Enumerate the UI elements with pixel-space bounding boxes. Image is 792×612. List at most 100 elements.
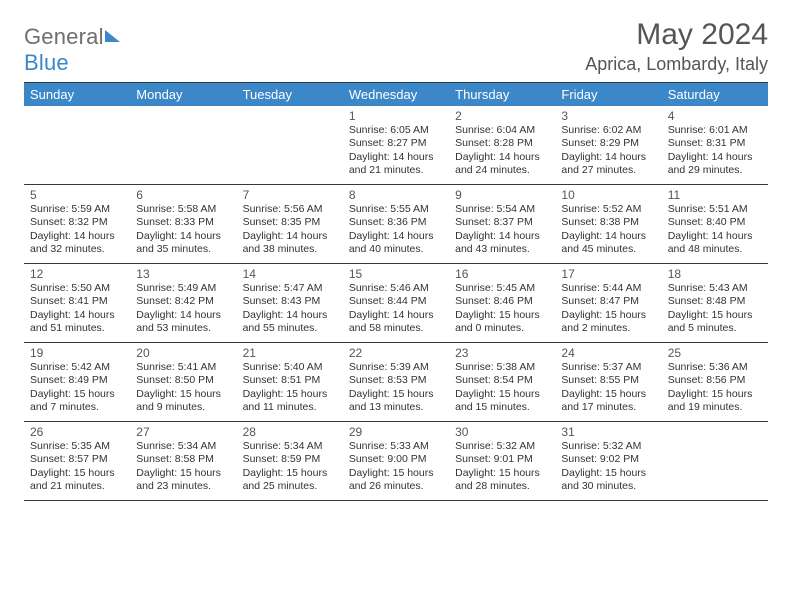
day-detail: Sunrise: 5:46 AMSunset: 8:44 PMDaylight:… — [349, 282, 443, 336]
day-number: 15 — [349, 267, 443, 281]
day-detail: Sunrise: 5:41 AMSunset: 8:50 PMDaylight:… — [136, 361, 230, 415]
calendar-cell: 31Sunrise: 5:32 AMSunset: 9:02 PMDayligh… — [555, 422, 661, 500]
day-detail: Sunrise: 5:52 AMSunset: 8:38 PMDaylight:… — [561, 203, 655, 257]
calendar-cell: 22Sunrise: 5:39 AMSunset: 8:53 PMDayligh… — [343, 343, 449, 421]
day-detail: Sunrise: 5:45 AMSunset: 8:46 PMDaylight:… — [455, 282, 549, 336]
calendar-row: 5Sunrise: 5:59 AMSunset: 8:32 PMDaylight… — [24, 185, 768, 264]
day-number: 6 — [136, 188, 230, 202]
day-detail: Sunrise: 5:34 AMSunset: 8:59 PMDaylight:… — [243, 440, 337, 494]
day-number: 4 — [668, 109, 762, 123]
day-header: Friday — [555, 83, 661, 106]
day-detail: Sunrise: 5:40 AMSunset: 8:51 PMDaylight:… — [243, 361, 337, 415]
brand-logo: General Blue — [24, 18, 120, 76]
day-detail: Sunrise: 6:04 AMSunset: 8:28 PMDaylight:… — [455, 124, 549, 178]
calendar-cell: 19Sunrise: 5:42 AMSunset: 8:49 PMDayligh… — [24, 343, 130, 421]
calendar-cell: 1Sunrise: 6:05 AMSunset: 8:27 PMDaylight… — [343, 106, 449, 184]
day-detail: Sunrise: 5:32 AMSunset: 9:01 PMDaylight:… — [455, 440, 549, 494]
day-detail: Sunrise: 5:35 AMSunset: 8:57 PMDaylight:… — [30, 440, 124, 494]
day-header: Monday — [130, 83, 236, 106]
calendar-cell: 29Sunrise: 5:33 AMSunset: 9:00 PMDayligh… — [343, 422, 449, 500]
calendar-cell — [662, 422, 768, 500]
day-detail: Sunrise: 5:39 AMSunset: 8:53 PMDaylight:… — [349, 361, 443, 415]
calendar-cell: 28Sunrise: 5:34 AMSunset: 8:59 PMDayligh… — [237, 422, 343, 500]
day-detail: Sunrise: 6:01 AMSunset: 8:31 PMDaylight:… — [668, 124, 762, 178]
title-block: May 2024 Aprica, Lombardy, Italy — [585, 18, 768, 75]
day-number: 11 — [668, 188, 762, 202]
day-number: 24 — [561, 346, 655, 360]
day-detail: Sunrise: 5:38 AMSunset: 8:54 PMDaylight:… — [455, 361, 549, 415]
calendar-cell: 26Sunrise: 5:35 AMSunset: 8:57 PMDayligh… — [24, 422, 130, 500]
triangle-icon — [105, 30, 120, 42]
calendar-cell: 10Sunrise: 5:52 AMSunset: 8:38 PMDayligh… — [555, 185, 661, 263]
day-number: 31 — [561, 425, 655, 439]
day-number: 30 — [455, 425, 549, 439]
calendar-cell: 12Sunrise: 5:50 AMSunset: 8:41 PMDayligh… — [24, 264, 130, 342]
day-header: Sunday — [24, 83, 130, 106]
calendar-row: 12Sunrise: 5:50 AMSunset: 8:41 PMDayligh… — [24, 264, 768, 343]
day-detail: Sunrise: 5:43 AMSunset: 8:48 PMDaylight:… — [668, 282, 762, 336]
calendar-cell: 6Sunrise: 5:58 AMSunset: 8:33 PMDaylight… — [130, 185, 236, 263]
day-number: 13 — [136, 267, 230, 281]
day-number: 9 — [455, 188, 549, 202]
day-number: 21 — [243, 346, 337, 360]
calendar-cell: 11Sunrise: 5:51 AMSunset: 8:40 PMDayligh… — [662, 185, 768, 263]
calendar-row: 1Sunrise: 6:05 AMSunset: 8:27 PMDaylight… — [24, 106, 768, 185]
calendar-cell — [237, 106, 343, 184]
day-number: 19 — [30, 346, 124, 360]
calendar-header-row: SundayMondayTuesdayWednesdayThursdayFrid… — [24, 83, 768, 106]
calendar-cell: 17Sunrise: 5:44 AMSunset: 8:47 PMDayligh… — [555, 264, 661, 342]
day-number: 2 — [455, 109, 549, 123]
location: Aprica, Lombardy, Italy — [585, 54, 768, 75]
day-number: 7 — [243, 188, 337, 202]
day-number: 27 — [136, 425, 230, 439]
brand-text-1: General — [24, 24, 104, 49]
day-header: Wednesday — [343, 83, 449, 106]
calendar-cell: 24Sunrise: 5:37 AMSunset: 8:55 PMDayligh… — [555, 343, 661, 421]
month-title: May 2024 — [585, 18, 768, 52]
calendar-cell: 18Sunrise: 5:43 AMSunset: 8:48 PMDayligh… — [662, 264, 768, 342]
day-detail: Sunrise: 5:49 AMSunset: 8:42 PMDaylight:… — [136, 282, 230, 336]
day-detail: Sunrise: 5:37 AMSunset: 8:55 PMDaylight:… — [561, 361, 655, 415]
day-number: 28 — [243, 425, 337, 439]
day-detail: Sunrise: 6:05 AMSunset: 8:27 PMDaylight:… — [349, 124, 443, 178]
day-number: 16 — [455, 267, 549, 281]
calendar-cell — [130, 106, 236, 184]
day-number: 29 — [349, 425, 443, 439]
day-detail: Sunrise: 5:58 AMSunset: 8:33 PMDaylight:… — [136, 203, 230, 257]
day-number: 12 — [30, 267, 124, 281]
day-detail: Sunrise: 5:55 AMSunset: 8:36 PMDaylight:… — [349, 203, 443, 257]
day-number: 3 — [561, 109, 655, 123]
day-detail: Sunrise: 5:56 AMSunset: 8:35 PMDaylight:… — [243, 203, 337, 257]
day-detail: Sunrise: 5:54 AMSunset: 8:37 PMDaylight:… — [455, 203, 549, 257]
calendar-cell: 13Sunrise: 5:49 AMSunset: 8:42 PMDayligh… — [130, 264, 236, 342]
calendar-cell: 2Sunrise: 6:04 AMSunset: 8:28 PMDaylight… — [449, 106, 555, 184]
calendar: SundayMondayTuesdayWednesdayThursdayFrid… — [24, 82, 768, 501]
day-detail: Sunrise: 6:02 AMSunset: 8:29 PMDaylight:… — [561, 124, 655, 178]
day-detail: Sunrise: 5:44 AMSunset: 8:47 PMDaylight:… — [561, 282, 655, 336]
day-number: 26 — [30, 425, 124, 439]
day-detail: Sunrise: 5:50 AMSunset: 8:41 PMDaylight:… — [30, 282, 124, 336]
day-number: 1 — [349, 109, 443, 123]
day-header: Thursday — [449, 83, 555, 106]
day-number: 22 — [349, 346, 443, 360]
day-number: 14 — [243, 267, 337, 281]
calendar-row: 26Sunrise: 5:35 AMSunset: 8:57 PMDayligh… — [24, 422, 768, 501]
calendar-cell: 21Sunrise: 5:40 AMSunset: 8:51 PMDayligh… — [237, 343, 343, 421]
day-detail: Sunrise: 5:51 AMSunset: 8:40 PMDaylight:… — [668, 203, 762, 257]
calendar-cell: 30Sunrise: 5:32 AMSunset: 9:01 PMDayligh… — [449, 422, 555, 500]
calendar-cell: 9Sunrise: 5:54 AMSunset: 8:37 PMDaylight… — [449, 185, 555, 263]
day-detail: Sunrise: 5:42 AMSunset: 8:49 PMDaylight:… — [30, 361, 124, 415]
header: General Blue May 2024 Aprica, Lombardy, … — [24, 18, 768, 76]
day-number: 23 — [455, 346, 549, 360]
brand-text-2: Blue — [24, 50, 69, 75]
calendar-cell — [24, 106, 130, 184]
calendar-cell: 25Sunrise: 5:36 AMSunset: 8:56 PMDayligh… — [662, 343, 768, 421]
day-detail: Sunrise: 5:59 AMSunset: 8:32 PMDaylight:… — [30, 203, 124, 257]
brand-text: General Blue — [24, 24, 120, 76]
day-detail: Sunrise: 5:33 AMSunset: 9:00 PMDaylight:… — [349, 440, 443, 494]
day-number: 10 — [561, 188, 655, 202]
day-detail: Sunrise: 5:34 AMSunset: 8:58 PMDaylight:… — [136, 440, 230, 494]
calendar-cell: 4Sunrise: 6:01 AMSunset: 8:31 PMDaylight… — [662, 106, 768, 184]
calendar-cell: 15Sunrise: 5:46 AMSunset: 8:44 PMDayligh… — [343, 264, 449, 342]
calendar-cell: 27Sunrise: 5:34 AMSunset: 8:58 PMDayligh… — [130, 422, 236, 500]
